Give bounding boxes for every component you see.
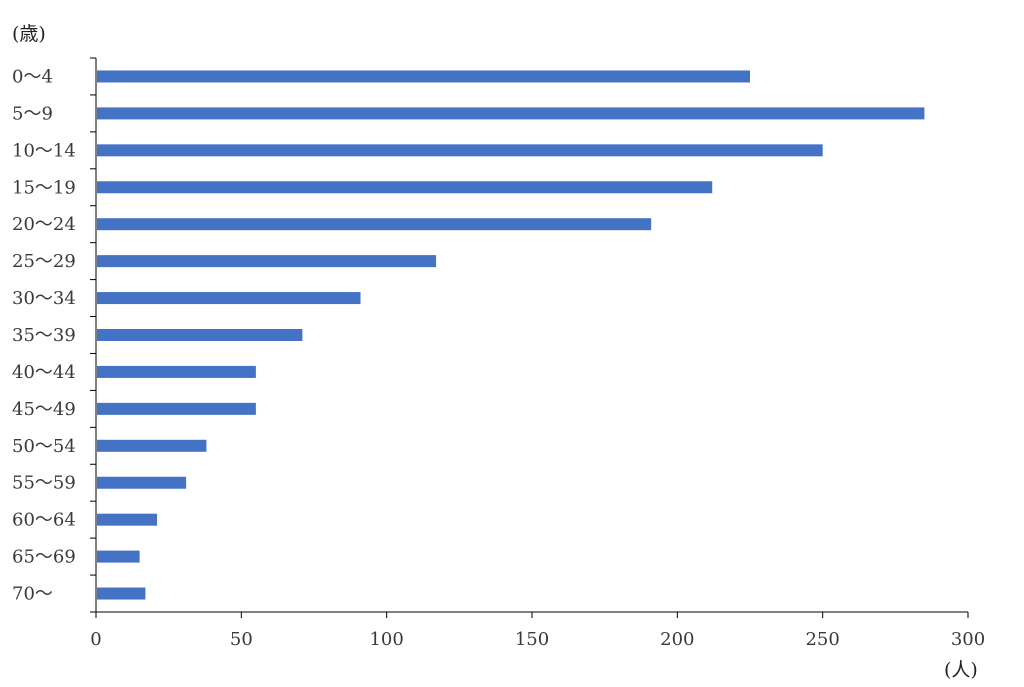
category-label: 20～24 [12,214,76,235]
bar [97,255,437,268]
x-tick-label: 100 [369,629,403,650]
category-label: 40～44 [12,362,76,383]
x-tick-label: 150 [515,629,549,650]
y-unit-label: (歳) [12,23,46,45]
x-tick-label: 300 [951,629,985,650]
category-label: 25～29 [12,251,76,272]
bar [97,292,361,305]
category-label: 45～49 [12,399,76,420]
category-label: 50～54 [12,436,76,457]
bar [97,107,925,120]
category-label: 70～ [12,584,53,605]
category-label: 5～9 [12,103,53,124]
bar [97,144,823,157]
category-label: 0～4 [12,66,53,87]
category-label: 65～69 [12,547,76,568]
category-label: 35～39 [12,325,76,346]
category-label: 10～14 [12,140,76,161]
category-label: 60～64 [12,510,76,531]
category-label: 55～59 [12,473,76,494]
bar [97,550,140,563]
bar [97,329,303,341]
bar [97,181,713,194]
x-tick-label: 200 [660,629,694,650]
bar [97,513,158,526]
x-tick-label: 50 [230,629,253,650]
bar [97,587,146,600]
bar [97,402,256,415]
x-unit-label: (人) [944,659,978,681]
x-tick-label: 250 [805,629,839,650]
bar [97,70,750,83]
x-tick-label: 0 [90,629,101,650]
bar [97,476,187,489]
chart-marks: 0～4 5～9 10～14 15～19 20～24 25～29 30～34 35～39 40～4… [12,57,985,650]
bar [97,218,652,231]
category-label: 15～19 [12,177,76,198]
bar [97,439,207,452]
bar [97,365,256,378]
category-label: 30～34 [12,288,76,309]
